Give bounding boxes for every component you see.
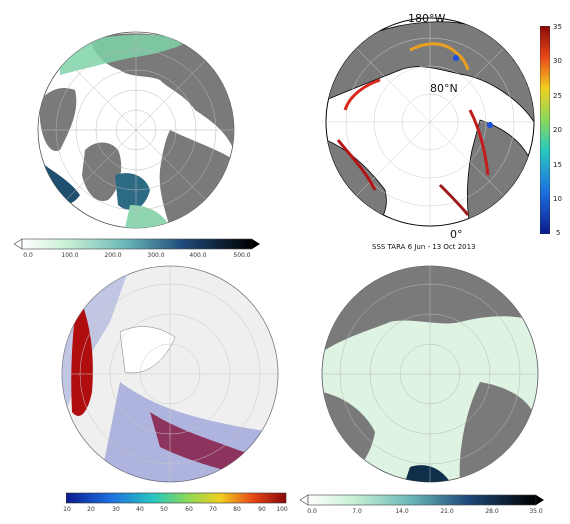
track-point-blue-2 xyxy=(487,122,493,128)
land-central xyxy=(119,326,176,374)
tl-tick-5: 500.0 xyxy=(233,252,251,259)
tl-tick-2: 200.0 xyxy=(104,252,122,259)
br-tick-21: 21.0 xyxy=(440,508,454,515)
graticule xyxy=(326,18,534,226)
bl-tick-40: 40 xyxy=(136,506,144,513)
sea-patch-dark xyxy=(405,465,450,482)
graticule xyxy=(38,32,234,228)
bl-tick-100: 100 xyxy=(276,506,288,513)
tl-tick-4: 400.0 xyxy=(189,252,207,259)
tr-tick-25: 25 xyxy=(553,92,562,100)
tr-tick-5: 5 xyxy=(556,229,561,237)
bl-tick-70: 70 xyxy=(209,506,217,513)
bl-tick-30: 30 xyxy=(112,506,120,513)
sea-patch-teal xyxy=(60,34,190,75)
br-tick-0: 0.0 xyxy=(307,508,317,515)
bl-tick-90: 90 xyxy=(258,506,266,513)
br-tick-35: 35.0 xyxy=(529,508,543,515)
caption-sss-tara: SSS TARA 6 Jun - 13 Oct 2013 xyxy=(372,243,476,251)
map-bottom-left: 10 20 30 40 50 60 70 80 90 100 xyxy=(0,262,290,520)
track-south xyxy=(438,183,470,216)
track-north xyxy=(409,42,470,71)
colorbar-bottom-right xyxy=(300,494,544,506)
map-top-right: 180°W 80°N 0° SSS TARA 6 Jun - 13 Oct 20… xyxy=(290,0,570,262)
tl-tick-1: 100.0 xyxy=(61,252,79,259)
polar-map-top-left xyxy=(37,31,235,229)
bl-tick-20: 20 xyxy=(87,506,95,513)
tr-tick-15: 15 xyxy=(553,161,562,169)
colorbar-top-left xyxy=(14,238,260,250)
tl-tick-0: 0.0 xyxy=(23,252,33,259)
br-tick-14: 14.0 xyxy=(395,508,409,515)
tl-tick-3: 300.0 xyxy=(147,252,165,259)
label-180w: 180°W xyxy=(408,12,445,25)
land-top xyxy=(326,21,534,124)
graticule xyxy=(62,266,278,482)
br-tick-28: 28.0 xyxy=(485,508,499,515)
map-labels-top-right: 180°W 80°N 0° xyxy=(408,12,463,241)
land-greenland xyxy=(82,142,122,201)
graticule xyxy=(322,266,538,482)
track-east xyxy=(468,109,490,176)
map-bottom-right: 0.0 7.0 14.0 21.0 28.0 35.0 xyxy=(290,262,570,520)
track-point-blue xyxy=(453,55,459,61)
colorbar-top-right xyxy=(540,26,550,234)
bl-tick-80: 80 xyxy=(233,506,241,513)
polar-map-bottom-left xyxy=(61,265,279,483)
map-top-left: 0.0 100.0 200.0 300.0 400.0 500.0 xyxy=(0,0,280,262)
sea-patch-dark-2 xyxy=(115,173,150,210)
bl-tick-50: 50 xyxy=(160,506,168,513)
track-west xyxy=(343,78,381,111)
tr-tick-10: 10 xyxy=(553,195,562,203)
bl-tick-60: 60 xyxy=(185,506,193,513)
tr-tick-20: 20 xyxy=(553,126,562,134)
label-0: 0° xyxy=(450,228,463,241)
bl-tick-10: 10 xyxy=(63,506,71,513)
label-80n: 80°N xyxy=(430,82,458,95)
track-southwest xyxy=(336,139,377,191)
polar-map-top-right xyxy=(325,17,535,227)
tr-tick-35: 35 xyxy=(553,23,562,31)
colorbar-bottom-left xyxy=(66,492,287,504)
polar-map-bottom-right xyxy=(321,265,539,483)
land-scandinavia xyxy=(40,88,77,151)
br-tick-7: 7.0 xyxy=(352,508,362,515)
land-russia xyxy=(90,33,234,150)
tr-tick-30: 30 xyxy=(553,57,562,65)
